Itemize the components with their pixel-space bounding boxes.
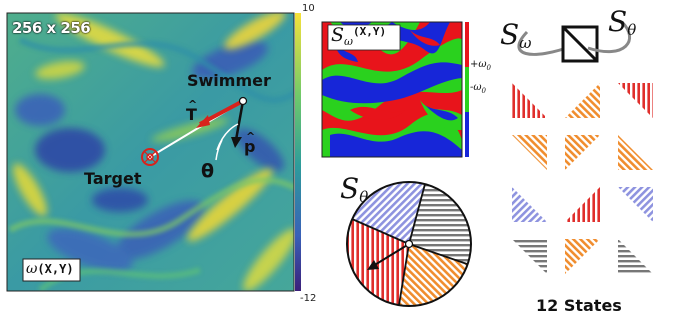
legend-positive-swatch <box>465 22 469 67</box>
field-label-box <box>22 258 81 282</box>
resolution-label: 256 x 256 <box>12 19 91 37</box>
state-tile <box>618 83 653 118</box>
product-left-subscript: ω <box>519 34 532 53</box>
angle-sector-symbol: S <box>340 172 360 205</box>
state-tile <box>565 239 600 274</box>
classified-label: Sω(X,Y) <box>331 24 386 48</box>
state-tile <box>565 83 600 118</box>
legend-negative-swatch <box>465 112 469 157</box>
product-left-label: Sω <box>500 18 531 52</box>
product-left-symbol: S <box>500 18 520 51</box>
classified-label-subscript: ω <box>344 35 354 49</box>
product-right-symbol: S <box>608 5 628 38</box>
swimmer-label: Swimmer <box>187 71 271 90</box>
states-caption: 12 States <box>536 296 622 315</box>
colorbar-max-label: 10 <box>302 3 315 14</box>
state-tile <box>565 187 600 222</box>
colorbar <box>295 13 301 291</box>
legend-plus-sub: 0 <box>486 64 492 72</box>
legend-minus-text: -ω <box>470 82 482 93</box>
product-right-subscript: θ <box>627 21 637 40</box>
vorticity-field-panel <box>6 12 301 292</box>
state-tile <box>618 239 653 274</box>
state-tile <box>618 135 653 170</box>
classified-label-args: (X,Y) <box>353 25 387 38</box>
state-tile <box>565 135 600 170</box>
legend-minus-label: -ω0 <box>470 82 486 95</box>
vorticity-field-image <box>7 13 294 291</box>
field-label-args: (X,Y) <box>37 262 74 276</box>
orientation-vector-text: p <box>244 137 256 156</box>
angle-sector-label: Sθ <box>340 172 368 206</box>
state-tile <box>512 83 547 118</box>
legend-neutral-swatch <box>465 67 469 112</box>
field-label: ω(X,Y) <box>26 261 74 277</box>
tangent-vector-text: T <box>186 105 197 124</box>
target-label: Target <box>84 169 142 188</box>
state-tile <box>512 187 547 222</box>
legend-minus-sub: 0 <box>481 87 487 95</box>
state-tile <box>512 135 547 170</box>
state-tile <box>618 187 653 222</box>
legend-plus-text: +ω <box>470 59 487 70</box>
classified-label-box <box>327 24 401 51</box>
state-tile <box>512 239 547 274</box>
classified-field-panel <box>321 21 469 158</box>
orientation-vector-label: ^ p <box>244 130 256 156</box>
field-label-symbol: ω <box>26 261 38 277</box>
angle-sector-panel <box>346 181 472 307</box>
classified-label-symbol: S <box>331 24 345 46</box>
colorbar-min-label: -12 <box>300 293 317 304</box>
tangent-vector-label: ^ T <box>186 98 198 124</box>
state-product-diagram <box>517 20 632 63</box>
angle-label: θ <box>201 160 215 182</box>
legend-plus-label: +ω0 <box>470 59 491 72</box>
product-right-label: Sθ <box>608 5 636 39</box>
states-grid <box>512 83 653 274</box>
angle-sector-subscript: θ <box>359 188 369 207</box>
